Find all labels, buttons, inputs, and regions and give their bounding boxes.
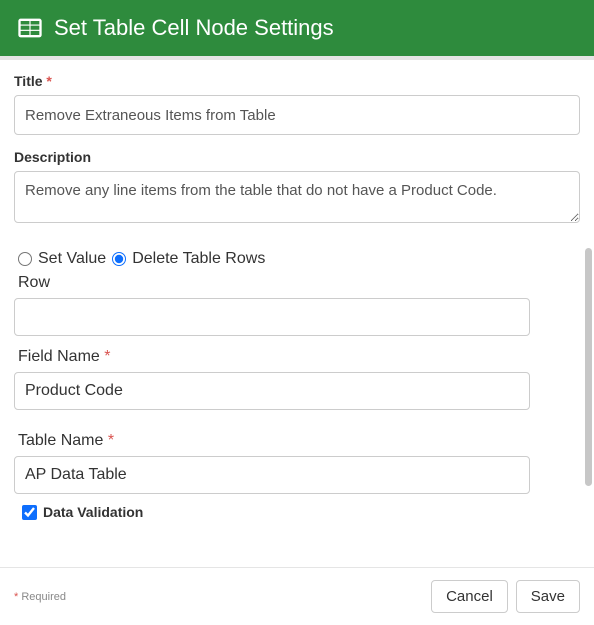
scrollbar-thumb[interactable]: [585, 248, 592, 486]
dialog-footer: * Required Cancel Save: [0, 567, 594, 625]
required-asterisk: *: [108, 432, 114, 449]
dialog-header: Set Table Cell Node Settings: [0, 0, 594, 56]
footer-buttons: Cancel Save: [431, 580, 580, 613]
row-input[interactable]: [14, 298, 530, 336]
dialog-title: Set Table Cell Node Settings: [54, 15, 334, 41]
description-label: Description: [14, 149, 580, 165]
description-textarea[interactable]: [14, 171, 580, 223]
table-icon: [16, 14, 44, 42]
row-label: Row: [14, 274, 580, 292]
table-name-input[interactable]: [14, 456, 530, 494]
field-name-label: Field Name *: [14, 348, 580, 366]
table-name-label: Table Name *: [14, 432, 580, 450]
mode-radio-group: Set Value Delete Table Rows: [14, 250, 580, 268]
set-value-label: Set Value: [38, 250, 106, 268]
data-validation-label: Data Validation: [43, 504, 143, 520]
required-note: * Required: [14, 591, 66, 603]
data-validation-checkbox[interactable]: [22, 505, 37, 520]
set-value-radio[interactable]: [18, 252, 32, 266]
scroll-section: Set Value Delete Table Rows Row Field Na…: [0, 242, 594, 500]
title-label: Title *: [14, 73, 580, 89]
required-asterisk: *: [46, 73, 51, 89]
delete-rows-label: Delete Table Rows: [132, 250, 265, 268]
delete-rows-radio[interactable]: [112, 252, 126, 266]
required-asterisk: *: [104, 348, 110, 365]
cancel-button[interactable]: Cancel: [431, 580, 508, 613]
save-button[interactable]: Save: [516, 580, 580, 613]
title-input[interactable]: [14, 95, 580, 135]
data-validation-row: Data Validation: [0, 496, 594, 528]
field-name-input[interactable]: [14, 372, 530, 410]
form-body: Title * Description: [0, 60, 594, 228]
